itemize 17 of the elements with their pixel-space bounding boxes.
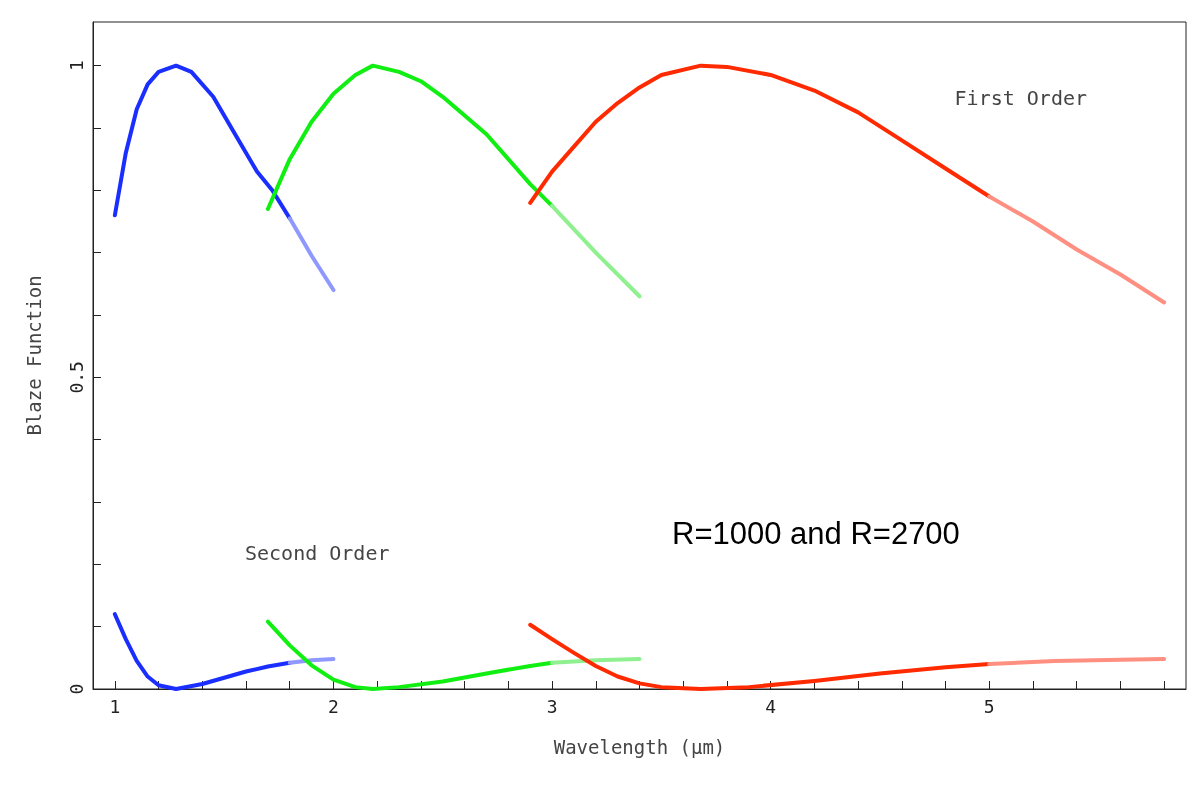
annotation: R=1000 and R=2700: [672, 516, 960, 551]
line-series: [987, 194, 1167, 305]
x-tick-label: 5: [983, 695, 995, 717]
y-tick-label: 0.5: [65, 361, 87, 394]
x-tick-label: 4: [765, 695, 777, 717]
line-series: [265, 63, 555, 212]
x-axis-title: Wavelength (μm): [553, 735, 726, 758]
line-series: [112, 612, 292, 691]
annotation: First Order: [954, 86, 1087, 110]
y-tick-label: 1: [65, 60, 87, 72]
x-tick-label: 3: [546, 695, 558, 717]
x-tick-label: 2: [328, 695, 339, 717]
y-tick-label: 0: [65, 683, 87, 695]
y-axis-title: Blaze Function: [22, 275, 45, 436]
line-series: [112, 63, 292, 221]
x-tick-label: 1: [109, 695, 121, 717]
annotation: Second Order: [245, 541, 390, 565]
